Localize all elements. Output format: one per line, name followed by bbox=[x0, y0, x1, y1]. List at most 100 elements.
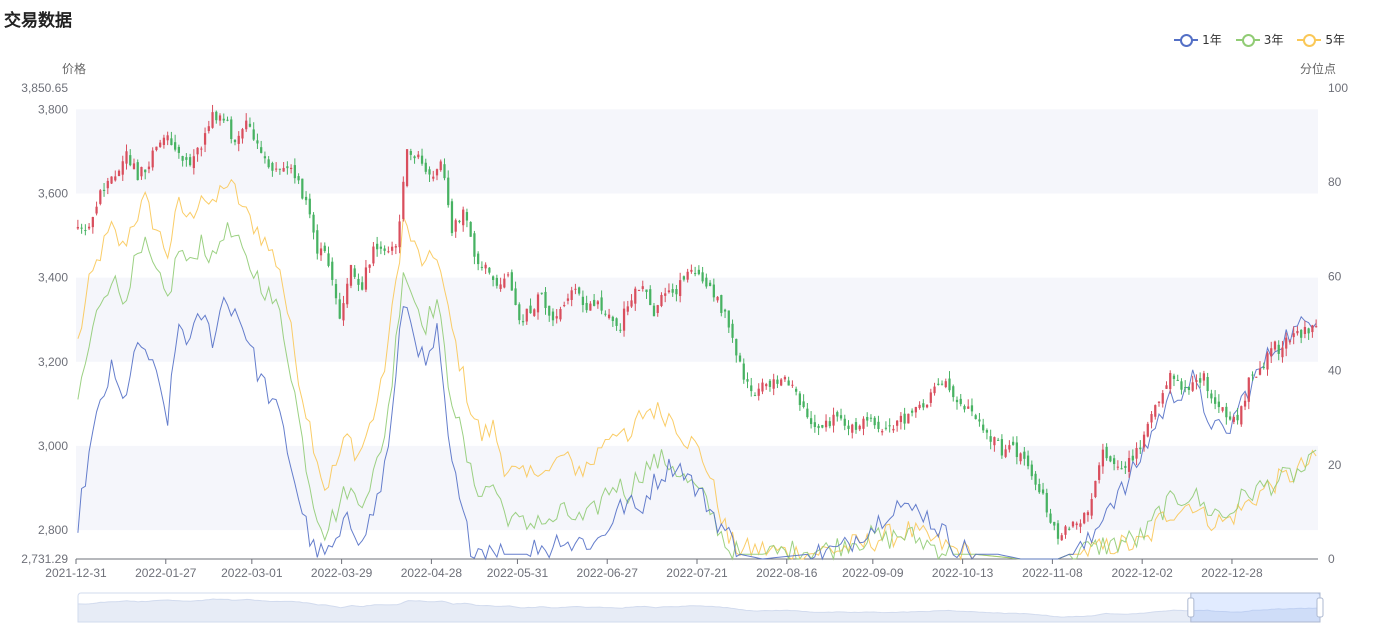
candle-body bbox=[1131, 455, 1134, 461]
candle-body bbox=[155, 146, 158, 151]
candle-body bbox=[151, 150, 154, 168]
candle-body bbox=[1251, 374, 1254, 376]
candle-body bbox=[1270, 348, 1273, 357]
candle-body bbox=[473, 233, 476, 257]
candle-body bbox=[1221, 407, 1224, 411]
candle-body bbox=[881, 431, 884, 433]
y-right-tick-label: 40 bbox=[1328, 364, 1342, 378]
candle-body bbox=[1240, 406, 1243, 425]
legend-item-1y[interactable]: 1年 bbox=[1174, 31, 1222, 48]
candle-body bbox=[918, 404, 921, 408]
candle-body bbox=[1127, 457, 1131, 472]
candle-body bbox=[888, 425, 891, 427]
candle-body bbox=[757, 388, 760, 396]
candle-body bbox=[484, 264, 487, 269]
candle-body bbox=[637, 289, 641, 291]
candle-body bbox=[548, 305, 551, 316]
candle-body bbox=[1161, 393, 1164, 404]
x-tick-label: 2021-12-31 bbox=[45, 566, 107, 580]
candle-body bbox=[735, 338, 738, 356]
x-tick-label: 2022-03-29 bbox=[311, 566, 373, 580]
candle-body bbox=[581, 296, 585, 306]
candle-body bbox=[297, 176, 300, 181]
candle-body bbox=[1199, 378, 1202, 383]
candle-body bbox=[738, 355, 742, 362]
candle-body bbox=[993, 437, 996, 446]
candle-body bbox=[506, 274, 510, 276]
y-left-tick-label: 2,800 bbox=[38, 523, 68, 537]
candle-body bbox=[170, 138, 173, 146]
candle-body bbox=[383, 248, 386, 251]
candle-body bbox=[338, 299, 341, 319]
candle-body bbox=[323, 245, 326, 252]
candle-body bbox=[420, 155, 424, 164]
candle-body bbox=[761, 382, 764, 392]
candle-body bbox=[1243, 400, 1247, 407]
candle-body bbox=[211, 112, 214, 128]
candle-body bbox=[824, 420, 828, 428]
candle-body bbox=[192, 156, 195, 169]
legend-item-3y[interactable]: 3年 bbox=[1235, 31, 1283, 48]
candle-body bbox=[308, 198, 311, 215]
candle-body bbox=[364, 267, 368, 290]
datazoom-window[interactable] bbox=[1190, 592, 1321, 623]
candle-body bbox=[1210, 393, 1213, 399]
candle-body bbox=[1303, 326, 1307, 335]
candle-body bbox=[982, 424, 985, 431]
candle-body bbox=[832, 414, 835, 426]
candle-body bbox=[1277, 344, 1280, 354]
x-tick-label: 2022-03-01 bbox=[221, 566, 283, 580]
series-line-1y bbox=[77, 296, 1317, 561]
candle-body bbox=[985, 430, 989, 433]
legend-circle-icon bbox=[1174, 33, 1199, 47]
candle-body bbox=[405, 149, 409, 186]
candle-body bbox=[1112, 458, 1116, 465]
x-tick-label: 2022-12-28 bbox=[1201, 566, 1263, 580]
datazoom-handle-end[interactable] bbox=[1316, 597, 1324, 618]
candle-body bbox=[634, 288, 637, 304]
series-line-5y bbox=[77, 178, 1317, 561]
legend-label: 5年 bbox=[1325, 33, 1345, 47]
x-tick-label: 2022-07-21 bbox=[666, 566, 728, 580]
grid-band bbox=[76, 277, 1318, 362]
candle-body bbox=[241, 129, 244, 139]
candle-body bbox=[989, 436, 992, 442]
candle-body bbox=[862, 418, 865, 429]
candle-body bbox=[1232, 417, 1235, 422]
candle-body bbox=[1247, 377, 1250, 402]
candle-body bbox=[607, 314, 611, 319]
right-axis-name: 分位点 bbox=[1300, 62, 1337, 76]
candle-body bbox=[694, 273, 697, 275]
candle-body bbox=[1019, 453, 1022, 462]
candle-body bbox=[1094, 480, 1097, 497]
candle-body bbox=[869, 417, 873, 419]
candle-body bbox=[720, 295, 723, 313]
candle-body bbox=[1120, 468, 1123, 470]
candle-body bbox=[1266, 353, 1269, 370]
candle-body bbox=[742, 363, 745, 380]
candle-body bbox=[260, 147, 263, 153]
candle-body bbox=[215, 111, 218, 121]
candle-body bbox=[1068, 528, 1071, 530]
candle-body bbox=[600, 297, 603, 311]
legend-item-5y[interactable]: 5年 bbox=[1297, 31, 1345, 48]
candle-body bbox=[817, 425, 820, 429]
candle-body bbox=[847, 425, 850, 429]
candle-body bbox=[230, 119, 233, 140]
candle-body bbox=[458, 220, 461, 223]
candle-body bbox=[1023, 451, 1026, 459]
candle-body bbox=[1030, 464, 1033, 477]
candle-body bbox=[679, 280, 682, 297]
candle-body bbox=[110, 176, 113, 184]
candle-body bbox=[245, 120, 248, 130]
grid-band bbox=[76, 109, 1318, 194]
candle-body bbox=[1184, 387, 1187, 389]
x-tick-label: 2022-11-08 bbox=[1022, 566, 1083, 580]
candle-body bbox=[462, 209, 465, 226]
y-right-tick-label: 60 bbox=[1328, 269, 1342, 283]
candle-body bbox=[289, 167, 293, 170]
candle-body bbox=[1157, 401, 1161, 403]
datazoom-handle-start[interactable] bbox=[1187, 597, 1195, 618]
candle-body bbox=[346, 283, 349, 305]
